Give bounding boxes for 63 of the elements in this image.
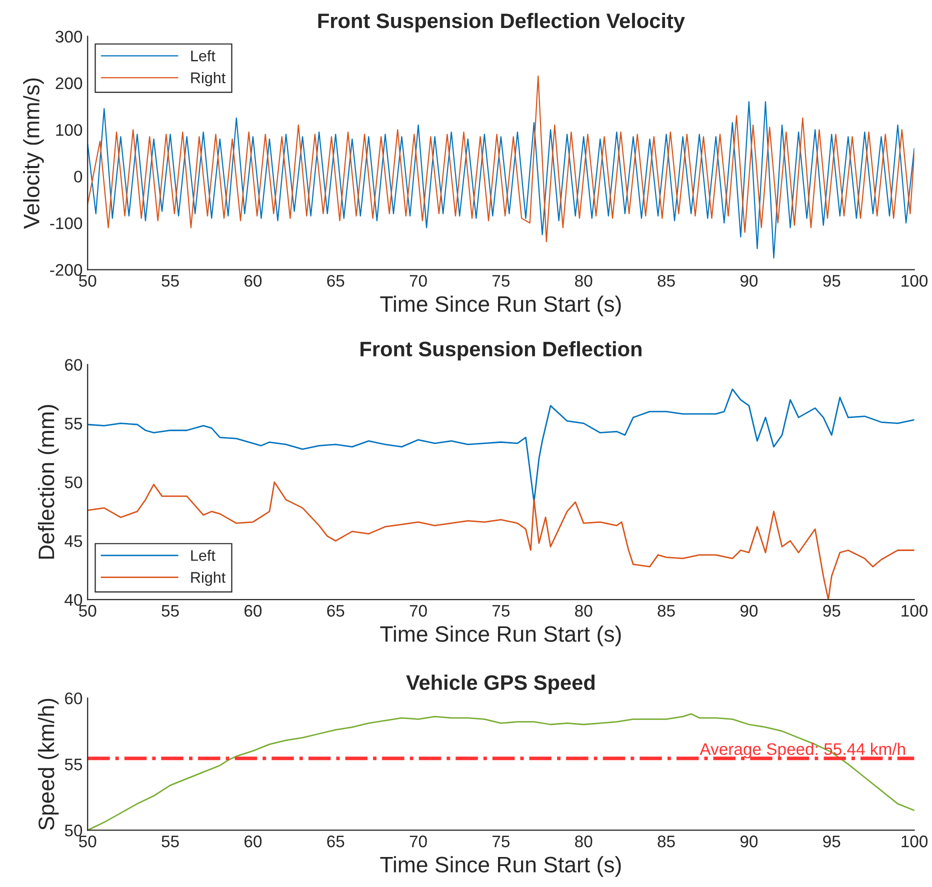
- y-tick-label: 55: [64, 758, 82, 770]
- x-tick-label: 70: [410, 604, 427, 617]
- y-tick-label: 60: [65, 358, 82, 371]
- x-tick-label: 95: [823, 836, 840, 848]
- legend-label: Left: [191, 50, 216, 62]
- x-tick-label: 75: [492, 836, 510, 848]
- legend-label: Right: [191, 572, 226, 586]
- x-tick-label: 65: [327, 604, 344, 617]
- y-axis-title: Speed (km/h): [38, 698, 59, 830]
- y-tick-label: 45: [64, 535, 82, 548]
- x-tick-label: 90: [740, 274, 758, 287]
- y-tick-label: -200: [50, 264, 82, 276]
- x-tick-label: 60: [244, 604, 262, 617]
- x-tick-label: 70: [410, 274, 427, 287]
- x-tick-label: 90: [740, 836, 758, 848]
- y-tick-label: 300: [56, 30, 82, 43]
- y-tick-label: 50: [64, 476, 82, 488]
- x-tick-label: 75: [492, 275, 510, 287]
- x-tick-label: 60: [244, 274, 262, 287]
- x-axis-title: Time Since Run Start (s): [380, 626, 621, 646]
- y-tick-label: 0: [74, 170, 82, 183]
- chart-title: Vehicle GPS Speed: [406, 674, 595, 694]
- x-tick-label: 65: [327, 274, 344, 287]
- y-tick-label: 100: [56, 124, 82, 136]
- x-tick-label: 80: [575, 836, 592, 848]
- ref-line-label: Average Speed: 55.44 km/h: [700, 742, 905, 758]
- x-tick-label: 100: [902, 604, 928, 617]
- x-tick-label: 50: [79, 604, 96, 617]
- legend-label: Right: [191, 72, 226, 86]
- x-tick-label: 90: [740, 604, 758, 617]
- y-tick-label: 200: [56, 77, 82, 90]
- x-tick-label: 50: [79, 836, 96, 848]
- y-tick-label: -100: [50, 217, 82, 230]
- x-tick-label: 95: [823, 274, 840, 287]
- x-tick-label: 50: [79, 274, 96, 287]
- x-axis-title: Time Since Run Start (s): [380, 856, 621, 877]
- y-tick-label: 55: [64, 418, 82, 430]
- x-tick-label: 85: [658, 604, 675, 617]
- x-tick-label: 70: [410, 836, 427, 848]
- x-tick-label: 85: [658, 836, 675, 848]
- x-tick-label: 80: [575, 604, 592, 617]
- x-tick-label: 80: [575, 274, 592, 287]
- x-tick-label: 100: [902, 274, 928, 287]
- legend-label: Left: [191, 550, 216, 561]
- x-tick-label: 55: [162, 836, 179, 848]
- y-tick-label: 40: [64, 594, 82, 606]
- x-axis-title: Time Since Run Start (s): [380, 296, 621, 316]
- x-tick-label: 85: [658, 274, 675, 287]
- line-series: [88, 388, 914, 503]
- chart-title: Front Suspension Deflection Velocity: [318, 12, 685, 32]
- y-tick-label: 60: [65, 692, 82, 704]
- y-axis-title: Velocity (mm/s): [23, 78, 44, 229]
- line-series: [88, 101, 914, 259]
- x-tick-label: 95: [823, 604, 840, 617]
- chart-title: Front Suspension Deflection: [360, 341, 642, 361]
- x-tick-label: 55: [162, 275, 179, 287]
- x-tick-label: 100: [902, 836, 928, 848]
- x-tick-label: 55: [162, 605, 179, 617]
- y-axis-title: Deflection (mm): [38, 405, 59, 559]
- y-tick-label: 50: [64, 824, 82, 836]
- x-tick-label: 75: [492, 605, 510, 617]
- x-tick-label: 60: [244, 836, 262, 848]
- x-tick-label: 65: [327, 836, 344, 848]
